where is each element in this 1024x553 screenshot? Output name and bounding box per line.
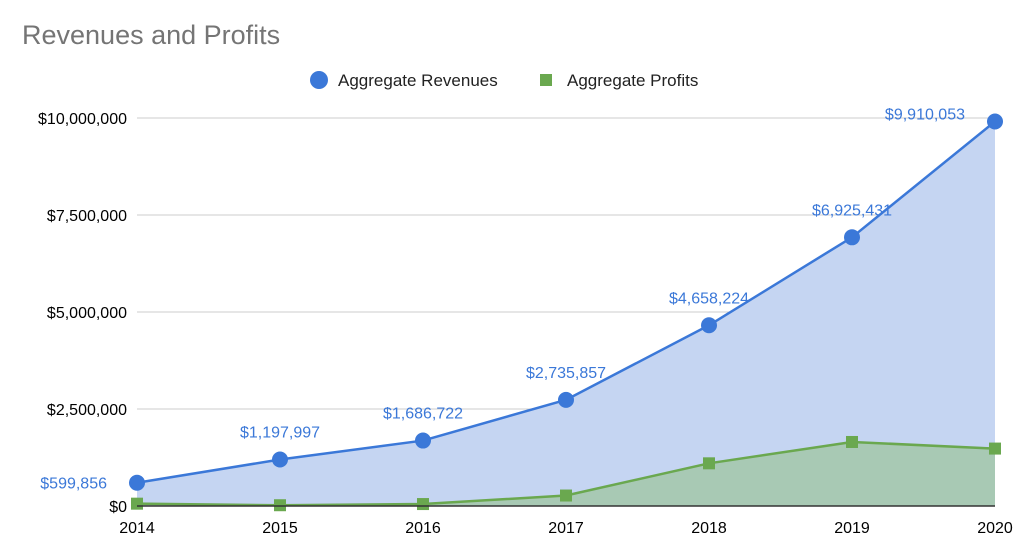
legend-marker-profits bbox=[540, 74, 552, 86]
x-tick-label: 2020 bbox=[977, 520, 1013, 537]
revenue-data-label: $6,925,431 bbox=[812, 202, 892, 219]
revenue-data-label: $2,735,857 bbox=[526, 365, 606, 382]
x-tick-label: 2019 bbox=[834, 520, 870, 537]
area-fill-series-2 bbox=[137, 441, 995, 506]
revenue-point bbox=[987, 113, 1003, 130]
x-tick-label: 2017 bbox=[548, 520, 584, 537]
x-tick-label: 2015 bbox=[262, 520, 298, 537]
series-markers bbox=[129, 113, 1003, 512]
data-labels: $599,856 $1,197,997 $1,686,722 $2,735,857 $4… bbox=[40, 106, 965, 492]
y-tick-label: $0 bbox=[109, 499, 127, 516]
revenue-point bbox=[701, 317, 717, 334]
revenue-point bbox=[844, 229, 860, 246]
legend-marker-revenues bbox=[310, 71, 328, 89]
y-tick-label: $7,500,000 bbox=[47, 208, 127, 225]
x-tick-label: 2016 bbox=[405, 520, 441, 537]
y-tick-label: $2,500,000 bbox=[47, 402, 127, 419]
legend: Aggregate Revenues Aggregate Profits bbox=[310, 71, 698, 90]
profit-point bbox=[846, 435, 858, 448]
axes: $0 $2,500,000 $5,000,000 $7,500,000 $10,000,… bbox=[38, 111, 1013, 537]
revenue-data-label: $1,686,722 bbox=[383, 406, 463, 423]
legend-label-revenues: Aggregate Revenues bbox=[338, 71, 498, 90]
profit-point bbox=[417, 498, 429, 511]
x-tick-label: 2014 bbox=[119, 520, 155, 537]
revenue-point bbox=[129, 474, 145, 491]
chart-title: Revenues and Profits bbox=[22, 20, 281, 50]
area-fills bbox=[137, 121, 995, 507]
profit-point bbox=[703, 457, 715, 470]
profit-point bbox=[560, 489, 572, 502]
x-tick-label: 2018 bbox=[691, 520, 727, 537]
legend-label-profits: Aggregate Profits bbox=[567, 71, 698, 90]
revenue-point bbox=[415, 432, 431, 449]
revenue-point bbox=[272, 451, 288, 468]
y-tick-label: $5,000,000 bbox=[47, 305, 127, 322]
y-tick-label: $10,000,000 bbox=[38, 111, 127, 128]
revenue-point bbox=[558, 391, 574, 408]
revenue-data-label: $1,197,997 bbox=[240, 425, 320, 442]
profit-point bbox=[274, 499, 286, 512]
revenue-data-label: $599,856 bbox=[40, 476, 107, 493]
profit-point bbox=[131, 497, 143, 510]
revenue-data-label: $4,658,224 bbox=[669, 290, 749, 307]
profit-point bbox=[989, 442, 1001, 455]
revenue-data-label: $9,910,053 bbox=[885, 106, 965, 123]
area-fill-series-1 bbox=[137, 121, 995, 507]
